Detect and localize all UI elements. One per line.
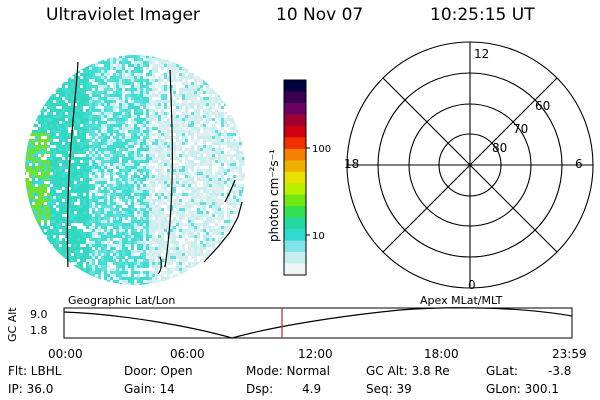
timeline-xtick-0600: 06:00	[170, 347, 205, 361]
polar-label-60: 60	[535, 99, 550, 113]
info-ip: IP: 36.0	[8, 382, 54, 396]
image-pixels	[25, 55, 245, 285]
timeline-ytick-9: 9.0	[30, 308, 48, 321]
colorbar-stripe	[284, 240, 306, 253]
colorbar-stripe	[284, 137, 306, 150]
colorbar-stripe	[284, 102, 306, 115]
info-filter: Flt: LBHL	[8, 364, 62, 378]
info-seq: Seq: 39	[366, 382, 412, 396]
colorbar-stripe	[284, 91, 306, 104]
info-glat-label: GLat:	[486, 364, 519, 378]
timeline-xtick-2359: 23:59	[552, 347, 587, 361]
colorbar-tick-100: 100	[312, 144, 331, 155]
timeline-right-label: Apex MLat/MLT	[420, 294, 503, 307]
polar-grid: 12 18 6 0 60 70 80	[344, 41, 594, 292]
info-door: Door: Open	[124, 364, 193, 378]
colorbar-unit-label: photon cm⁻²s⁻¹	[267, 149, 281, 242]
polar-label-70: 70	[513, 122, 528, 136]
info-gc-alt: GC Alt: 3.8 Re	[366, 364, 450, 378]
info-dsp-value: 4.9	[302, 382, 322, 396]
colorbar-stripe	[284, 194, 306, 207]
timeline-xtick-0000: 00:00	[48, 347, 83, 361]
colorbar-tick-10: 10	[312, 231, 325, 242]
colorbar-stripe	[284, 114, 306, 127]
polar-label-0: 0	[468, 278, 476, 292]
timeline-xtick-1800: 18:00	[424, 347, 459, 361]
colorbar-stripe	[284, 171, 306, 184]
orbit-timeline: Geographic Lat/Lon Apex MLat/MLT 9.0 1.8…	[6, 294, 587, 361]
info-dsp-label: Dsp:	[246, 382, 274, 396]
auroral-image	[25, 55, 245, 285]
timeline-xtick-1200: 12:00	[298, 347, 333, 361]
colorbar-stripes	[284, 80, 306, 276]
colorbar-stripe	[284, 217, 306, 230]
info-glon: GLon: 300.1	[486, 382, 559, 396]
colorbar-stripe	[284, 252, 306, 265]
colorbar-stripe	[284, 183, 306, 196]
polar-label-6: 6	[575, 157, 583, 171]
colorbar-stripe	[284, 229, 306, 242]
colorbar-stripe	[284, 206, 306, 219]
info-glat-value: -3.8	[548, 364, 572, 378]
colorbar-stripe	[284, 160, 306, 173]
timeline-altitude-curve	[63, 307, 573, 339]
observation-date: 10 Nov 07	[276, 5, 364, 25]
colorbar: 100 10 photon cm⁻²s⁻¹	[267, 79, 331, 276]
colorbar-stripe	[284, 148, 306, 161]
polar-diagonal-2	[382, 77, 558, 253]
colorbar-stripe	[284, 263, 306, 276]
info-gain: Gain: 14	[124, 382, 175, 396]
timeline-ytick-1-8: 1.8	[30, 324, 48, 337]
observation-time: 10:25:15 UT	[430, 5, 535, 25]
timeline-frame	[63, 307, 573, 339]
geographic-grid-lines	[66, 61, 243, 275]
info-mode: Mode: Normal	[246, 364, 330, 378]
colorbar-stripe	[284, 80, 306, 92]
colorbar-stripe	[284, 125, 306, 138]
instrument-title: Ultraviolet Imager	[46, 5, 200, 25]
timeline-left-label: Geographic Lat/Lon	[68, 294, 175, 307]
polar-label-18: 18	[344, 157, 359, 171]
polar-label-12: 12	[474, 47, 489, 61]
timeline-axis-title: GC Alt	[6, 307, 19, 342]
polar-label-80: 80	[492, 141, 507, 155]
